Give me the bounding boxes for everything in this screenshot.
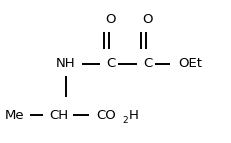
Text: CO: CO bbox=[96, 109, 116, 122]
Text: H: H bbox=[129, 109, 138, 122]
Text: Me: Me bbox=[5, 109, 25, 122]
Text: C: C bbox=[143, 57, 152, 70]
Text: O: O bbox=[142, 13, 153, 26]
Text: OEt: OEt bbox=[179, 57, 203, 70]
Text: 2: 2 bbox=[122, 116, 128, 125]
Text: CH: CH bbox=[49, 109, 68, 122]
Text: O: O bbox=[105, 13, 116, 26]
Text: C: C bbox=[106, 57, 115, 70]
Text: NH: NH bbox=[56, 57, 76, 70]
